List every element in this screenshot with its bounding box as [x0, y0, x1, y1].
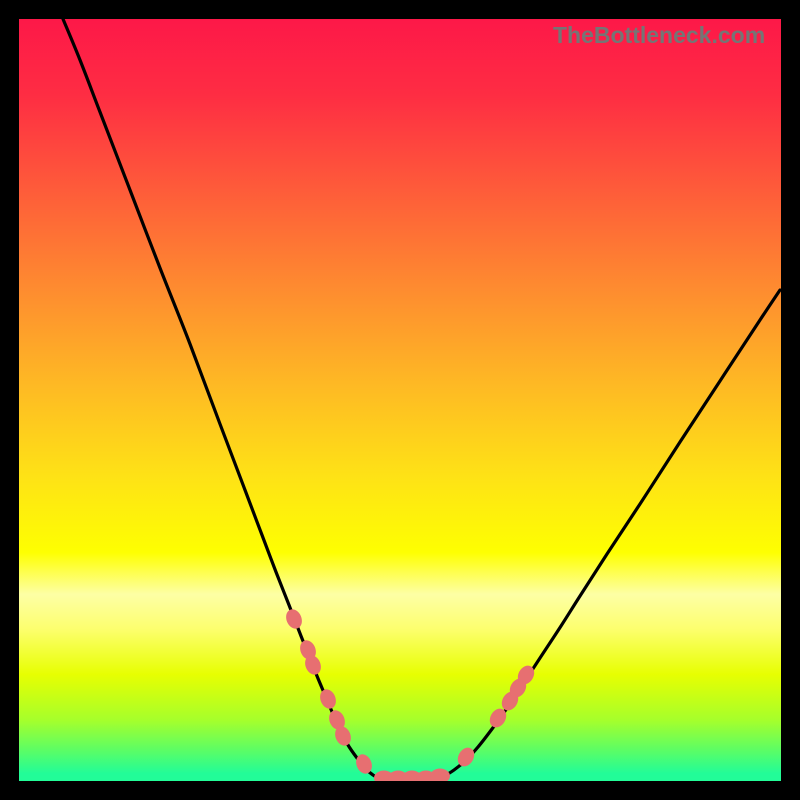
chart-svg: [0, 0, 800, 800]
watermark-text: TheBottleneck.com: [553, 22, 765, 49]
gradient-background: [19, 19, 781, 781]
